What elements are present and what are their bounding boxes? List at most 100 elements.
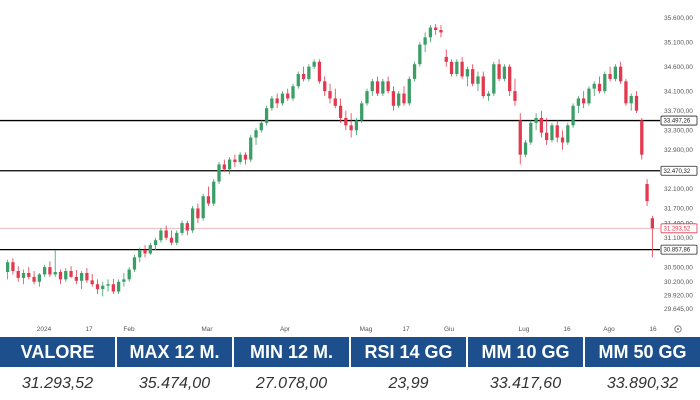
- candle-body: [550, 125, 554, 140]
- candle-body: [217, 164, 221, 182]
- y-tick-label: 32.900,00: [664, 147, 693, 154]
- candle-body: [227, 159, 232, 170]
- y-tick-label: 34.600,00: [664, 64, 693, 71]
- stat-valore: VALORE 31.293,52: [0, 337, 117, 400]
- candle-body: [613, 66, 618, 79]
- y-tick-label: 35.600,00: [664, 15, 693, 22]
- stat-header: MIN 12 M.: [234, 337, 349, 367]
- settings-icon-center: [677, 328, 679, 330]
- x-tick-label: 2024: [37, 326, 52, 333]
- candle-body: [79, 272, 84, 281]
- candle-body: [243, 154, 248, 160]
- price-label-box: [660, 244, 698, 255]
- candle-body: [286, 93, 290, 99]
- candle-body: [42, 267, 47, 275]
- candle-body: [312, 61, 316, 67]
- price-label-box: [660, 115, 698, 126]
- candle-body: [545, 132, 549, 140]
- candle-body: [153, 240, 158, 246]
- stat-min-12m: MIN 12 M. 27.078,00: [234, 337, 351, 400]
- price-label: 32.470,32: [664, 169, 691, 175]
- candle-body: [328, 91, 332, 99]
- candle-body: [508, 66, 512, 92]
- price-label-box: [660, 223, 698, 234]
- candle-body: [619, 66, 623, 82]
- candle-body: [344, 118, 348, 126]
- candle-body: [249, 137, 253, 160]
- candle-body: [645, 184, 649, 202]
- price-label-box: [660, 165, 698, 176]
- candle-body: [175, 232, 179, 243]
- candle-body: [111, 284, 115, 292]
- candle-body: [386, 81, 390, 92]
- stat-rsi-14: RSI 14 GG 23,99: [351, 337, 468, 400]
- candle-body: [185, 223, 189, 231]
- candle-body: [48, 267, 52, 275]
- x-tick-label: Giu: [444, 326, 455, 333]
- candle-body: [143, 250, 147, 254]
- candle-body: [486, 93, 491, 96]
- y-tick-label: 31.100,00: [664, 235, 693, 242]
- x-tick-label: 16: [563, 326, 571, 333]
- candle-body: [497, 64, 501, 79]
- candle-body: [27, 272, 31, 277]
- candle-body: [32, 276, 36, 282]
- candle-body: [11, 262, 15, 272]
- candle-body: [307, 66, 311, 79]
- candle-body: [397, 93, 401, 106]
- x-tick-label: Lug: [519, 326, 530, 333]
- candle-body: [127, 269, 131, 280]
- x-tick-label: Apr: [280, 326, 291, 333]
- candle-body: [122, 279, 126, 282]
- candle-body: [90, 280, 94, 285]
- candle-body: [180, 223, 184, 233]
- candle-body: [164, 230, 168, 238]
- candle-body: [603, 74, 607, 92]
- candle-body: [317, 61, 322, 82]
- candle-body: [418, 44, 422, 65]
- candle-body: [69, 271, 73, 277]
- candle-body: [634, 96, 639, 111]
- stat-value: 35.474,00: [117, 367, 232, 400]
- stat-header: MAX 12 M.: [117, 337, 232, 367]
- candle-body: [206, 196, 211, 204]
- candle-body: [21, 272, 26, 278]
- price-label: 30.857,86: [664, 248, 691, 254]
- candle-body: [608, 74, 612, 79]
- candle-body: [439, 30, 443, 33]
- x-tick-label: 17: [402, 326, 410, 333]
- y-tick-label: 29.920,00: [664, 293, 693, 300]
- price-label: 33.497,26: [664, 119, 691, 125]
- y-tick-label: 34.100,00: [664, 88, 693, 95]
- candle-body: [518, 120, 522, 155]
- stat-header: RSI 14 GG: [351, 337, 466, 367]
- candle-body: [349, 125, 353, 131]
- stat-value: 33.417,60: [468, 367, 583, 400]
- y-tick-label: 31.700,00: [664, 206, 693, 213]
- candle-body: [365, 91, 369, 104]
- x-tick-label: Mag: [360, 326, 373, 333]
- candlestick-chart: 35.600,00 35.100,00 34.600,00 34.100,00 33.7…: [0, 15, 698, 333]
- candle-body: [58, 272, 63, 280]
- candle-body: [354, 120, 359, 131]
- candle-body: [212, 181, 216, 204]
- candle-body: [492, 64, 496, 94]
- candle-body: [148, 245, 152, 254]
- stat-header: MM 10 GG: [468, 337, 583, 367]
- candle-body: [333, 98, 337, 106]
- candle-body: [222, 164, 226, 170]
- x-tick-label: Ago: [603, 326, 615, 333]
- stat-header: VALORE: [0, 337, 115, 367]
- candle-body: [381, 81, 385, 94]
- candle-body: [291, 86, 295, 99]
- candle-body: [587, 88, 591, 104]
- candle-body: [375, 81, 380, 94]
- candle-body: [407, 78, 411, 104]
- candle-body: [523, 142, 528, 155]
- candle-body: [513, 91, 517, 101]
- candle-body: [64, 271, 68, 280]
- candle-body: [455, 61, 459, 74]
- candle-body: [576, 98, 581, 106]
- candle-body: [360, 103, 364, 121]
- candle-body: [571, 105, 575, 126]
